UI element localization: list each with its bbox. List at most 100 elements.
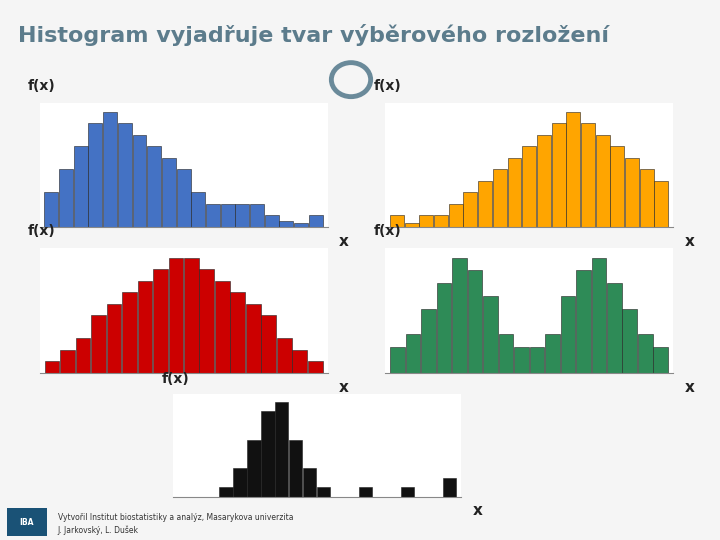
- Text: f(x): f(x): [28, 225, 56, 239]
- Text: x: x: [339, 234, 349, 249]
- Bar: [73, 146, 88, 227]
- Bar: [478, 181, 492, 227]
- Text: f(x): f(x): [374, 225, 402, 239]
- Bar: [317, 487, 330, 497]
- Bar: [89, 123, 102, 227]
- Bar: [230, 292, 245, 373]
- Bar: [59, 170, 73, 227]
- Text: J. Jarkovský, L. Dušek: J. Jarkovský, L. Dušek: [58, 525, 138, 535]
- Bar: [452, 258, 467, 373]
- Bar: [419, 215, 433, 227]
- Bar: [508, 158, 521, 227]
- Bar: [468, 271, 482, 373]
- Bar: [279, 221, 294, 227]
- Bar: [390, 347, 405, 373]
- Bar: [162, 158, 176, 227]
- Bar: [294, 224, 308, 227]
- Bar: [464, 192, 477, 227]
- Bar: [443, 478, 456, 497]
- Text: x: x: [685, 380, 695, 395]
- Bar: [623, 309, 637, 373]
- Bar: [138, 281, 152, 373]
- Bar: [537, 135, 551, 227]
- Bar: [552, 123, 566, 227]
- Text: f(x): f(x): [161, 372, 189, 386]
- Bar: [168, 258, 183, 373]
- Bar: [405, 334, 420, 373]
- Bar: [76, 338, 90, 373]
- Bar: [499, 334, 513, 373]
- Bar: [220, 487, 233, 497]
- Text: x: x: [472, 503, 482, 518]
- Bar: [153, 269, 168, 373]
- Bar: [654, 347, 668, 373]
- Bar: [514, 347, 528, 373]
- Bar: [91, 315, 106, 373]
- Bar: [45, 192, 58, 227]
- Bar: [492, 170, 507, 227]
- Bar: [246, 303, 261, 373]
- Bar: [405, 224, 418, 227]
- Bar: [247, 440, 261, 497]
- Bar: [292, 349, 307, 373]
- Bar: [561, 296, 575, 373]
- Bar: [122, 292, 137, 373]
- Bar: [233, 468, 246, 497]
- Bar: [275, 402, 289, 497]
- Bar: [308, 361, 323, 373]
- Text: x: x: [685, 234, 695, 249]
- Bar: [359, 487, 372, 497]
- Bar: [581, 123, 595, 227]
- Bar: [261, 315, 276, 373]
- Bar: [437, 283, 451, 373]
- Bar: [611, 146, 624, 227]
- Bar: [199, 269, 214, 373]
- Bar: [303, 468, 317, 497]
- Bar: [176, 170, 191, 227]
- Text: f(x): f(x): [28, 79, 56, 93]
- Bar: [567, 112, 580, 227]
- Bar: [215, 281, 230, 373]
- Text: f(x): f(x): [374, 79, 402, 93]
- Bar: [118, 123, 132, 227]
- Bar: [261, 411, 274, 497]
- Bar: [434, 215, 448, 227]
- Bar: [235, 204, 249, 227]
- Bar: [592, 258, 606, 373]
- Bar: [309, 215, 323, 227]
- Bar: [132, 135, 146, 227]
- Bar: [638, 334, 653, 373]
- Bar: [607, 283, 621, 373]
- Bar: [277, 338, 292, 373]
- Text: x: x: [339, 380, 349, 395]
- Bar: [530, 347, 544, 373]
- Text: Vytvořil Institut biostatistiky a analýz, Masarykova univerzita: Vytvořil Institut biostatistiky a analýz…: [58, 512, 293, 522]
- Bar: [192, 192, 205, 227]
- Bar: [545, 334, 559, 373]
- Bar: [221, 204, 235, 227]
- Bar: [654, 181, 668, 227]
- Bar: [449, 204, 463, 227]
- Bar: [401, 487, 414, 497]
- Bar: [289, 440, 302, 497]
- Text: IBA: IBA: [19, 518, 34, 527]
- Bar: [576, 271, 590, 373]
- Bar: [103, 112, 117, 227]
- Bar: [483, 296, 498, 373]
- Bar: [206, 204, 220, 227]
- Bar: [522, 146, 536, 227]
- Bar: [265, 215, 279, 227]
- Bar: [184, 258, 199, 373]
- Bar: [390, 215, 404, 227]
- Text: Histogram vyjadřuje tvar výběrového rozložení: Histogram vyjadřuje tvar výběrového rozl…: [18, 24, 609, 46]
- Bar: [107, 303, 121, 373]
- Bar: [421, 309, 436, 373]
- Bar: [7, 509, 47, 537]
- Bar: [60, 349, 75, 373]
- Bar: [640, 170, 654, 227]
- Bar: [250, 204, 264, 227]
- Bar: [45, 361, 59, 373]
- Bar: [147, 146, 161, 227]
- Bar: [625, 158, 639, 227]
- Bar: [595, 135, 610, 227]
